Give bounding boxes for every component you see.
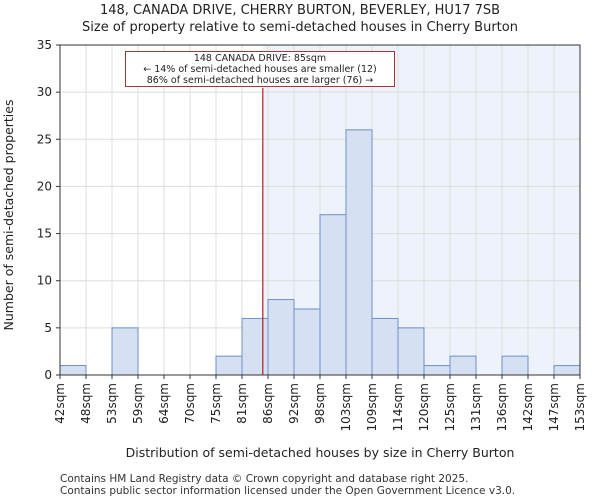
annotation-line-3: 86% of semi-detached houses are larger (… <box>146 75 374 86</box>
x-tick-label: 136sqm <box>495 383 509 431</box>
y-tick-label: 30 <box>37 85 52 99</box>
y-tick-label: 0 <box>44 368 52 382</box>
x-tick-label: 109sqm <box>365 383 379 431</box>
marker-annotation: 148 CANADA DRIVE: 85sqm ← 14% of semi-de… <box>125 51 395 87</box>
x-tick-label: 125sqm <box>443 383 457 431</box>
histogram-bar <box>449 355 477 376</box>
x-tick-label: 64sqm <box>157 383 171 424</box>
chart-title: 148, CANADA DRIVE, CHERRY BURTON, BEVERL… <box>99 3 501 18</box>
y-tick-label: 5 <box>44 321 52 335</box>
x-tick-label: 81sqm <box>235 383 249 424</box>
histogram-bar <box>267 299 295 376</box>
chart-subtitle: Size of property relative to semi-detach… <box>82 20 518 35</box>
x-tick-label: 98sqm <box>313 383 327 424</box>
x-tick-label: 103sqm <box>339 383 353 431</box>
x-tick-label: 114sqm <box>391 383 405 431</box>
x-tick-label: 92sqm <box>287 383 301 424</box>
x-tick-label: 120sqm <box>417 383 431 431</box>
footer-licence: Contains public sector information licen… <box>60 485 516 497</box>
histogram-bar <box>215 355 243 376</box>
x-tick-label: 153sqm <box>573 383 587 431</box>
histogram-bar <box>371 317 399 376</box>
y-tick-label: 10 <box>37 274 52 288</box>
annotation-line-1: 148 CANADA DRIVE: 85sqm <box>193 53 327 64</box>
y-tick-label: 35 <box>37 38 52 52</box>
footer-copyright: Contains HM Land Registry data © Crown c… <box>60 473 469 485</box>
histogram-bar <box>423 365 451 376</box>
histogram-bar <box>345 129 373 376</box>
x-tick-label: 59sqm <box>131 383 145 424</box>
x-axis-label: Distribution of semi-detached houses by … <box>126 445 515 460</box>
x-tick-label: 70sqm <box>183 383 197 424</box>
x-tick-label: 86sqm <box>261 383 275 424</box>
x-tick-label: 142sqm <box>521 383 535 431</box>
histogram-bar <box>397 327 425 376</box>
annotation-line-2: ← 14% of semi-detached houses are smalle… <box>143 64 377 75</box>
x-tick-label: 53sqm <box>105 383 119 424</box>
histogram-bar <box>111 327 139 376</box>
histogram-bar <box>319 214 347 376</box>
histogram-bar <box>59 365 87 376</box>
histogram-bar <box>553 365 581 376</box>
histogram-bar <box>241 317 269 376</box>
y-tick-label: 25 <box>37 132 52 146</box>
x-tick-label: 147sqm <box>547 383 561 431</box>
y-tick-label: 15 <box>37 227 52 241</box>
x-tick-label: 48sqm <box>79 383 93 424</box>
y-tick-label: 20 <box>37 179 52 193</box>
y-axis-label: Number of semi-detached properties <box>1 100 16 331</box>
histogram-bar <box>293 308 321 376</box>
x-tick-label: 75sqm <box>209 383 223 424</box>
x-tick-label: 131sqm <box>469 383 483 431</box>
x-tick-label: 42sqm <box>53 383 67 424</box>
histogram-bar <box>501 355 529 376</box>
